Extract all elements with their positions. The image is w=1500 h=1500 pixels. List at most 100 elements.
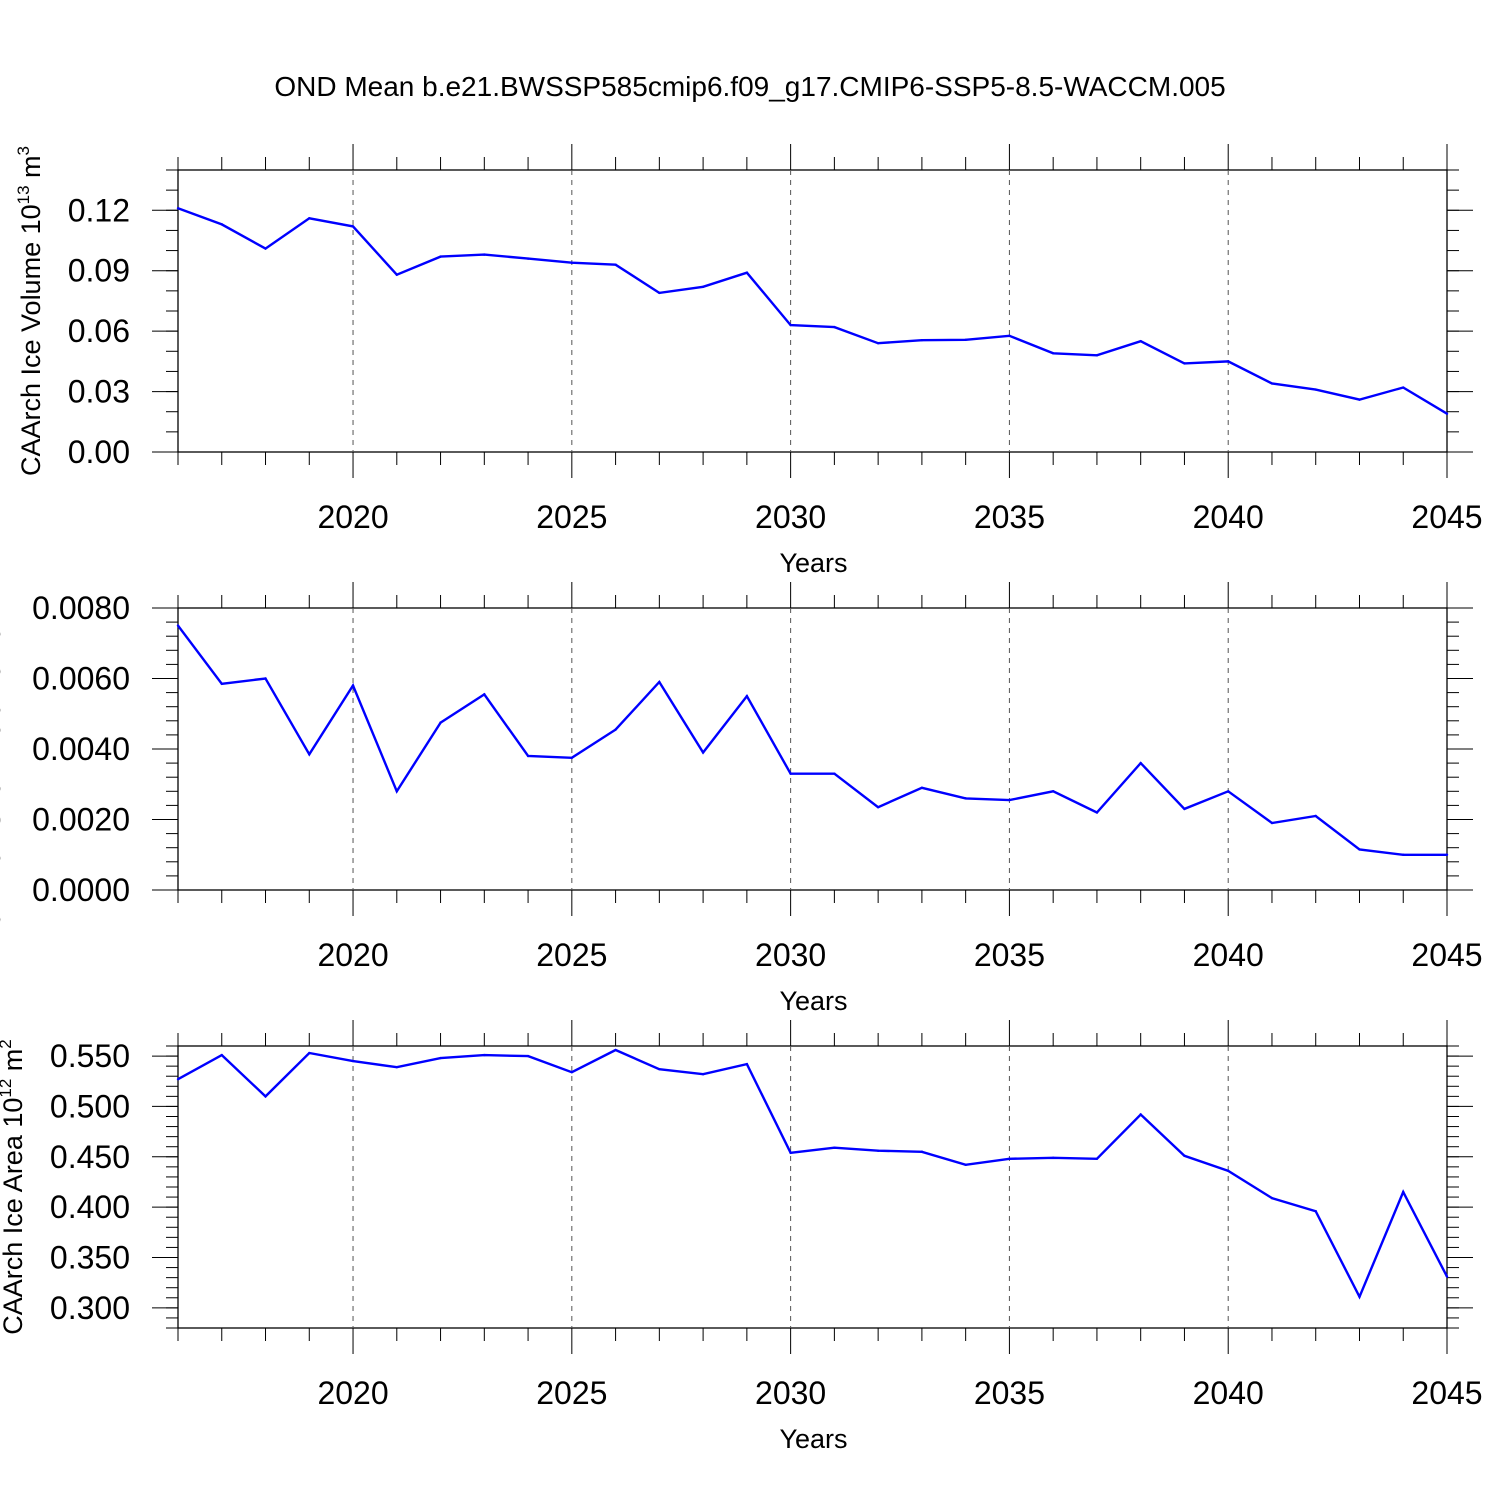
data-point <box>833 325 836 329</box>
data-point <box>789 1151 792 1154</box>
data-point <box>308 753 311 756</box>
data-point <box>1183 1154 1186 1157</box>
x-tick-label: 2045 <box>1411 499 1482 535</box>
data-point <box>526 754 530 758</box>
data-series-line <box>177 207 1448 415</box>
data-point <box>789 772 792 775</box>
data-point <box>1183 362 1186 365</box>
y-axis-label-exponent: 13 <box>14 185 33 204</box>
data-point <box>570 756 574 760</box>
x-tick-label: 2025 <box>536 499 607 535</box>
y-tick-label: 0.0040 <box>32 731 130 767</box>
data-point <box>1139 761 1142 765</box>
data-point <box>264 677 267 680</box>
x-axis-label: Years <box>779 548 847 578</box>
y-axis-label-text: CAArch Snow Volume 10 <box>0 627 6 930</box>
y-axis-label: CAArch Snow Volume 1013 m3 <box>0 568 6 930</box>
data-point <box>1270 1196 1274 1200</box>
y-tick-label: 0.400 <box>50 1189 130 1225</box>
data-point <box>1270 821 1274 825</box>
data-point <box>1227 1169 1230 1173</box>
data-point <box>1445 1275 1449 1278</box>
x-tick-label: 2030 <box>755 499 826 535</box>
data-point <box>614 1048 617 1052</box>
data-series-line <box>177 1048 1449 1300</box>
y-axis-label-unit: m <box>0 1049 28 1079</box>
y-tick-label: 0.450 <box>50 1139 130 1175</box>
data-point <box>1445 412 1449 415</box>
data-point <box>570 1070 574 1074</box>
data-point <box>1445 853 1449 856</box>
data-point <box>1227 360 1230 363</box>
data-point <box>789 323 792 327</box>
data-point <box>1008 798 1011 802</box>
data-point <box>1139 1113 1142 1116</box>
x-tick-label: 2045 <box>1411 1375 1482 1411</box>
data-point <box>176 1078 180 1081</box>
y-tick-label: 0.12 <box>68 192 130 228</box>
plot-frame <box>177 607 1448 891</box>
data-point <box>308 1051 311 1055</box>
data-point <box>1270 382 1274 385</box>
data-point <box>1095 1157 1099 1161</box>
y-tick-label: 0.0000 <box>32 872 130 908</box>
x-tick-label: 2020 <box>317 937 388 973</box>
data-point <box>439 721 442 724</box>
y-axis-label-text: CAArch Ice Area 10 <box>0 1098 28 1335</box>
data-point <box>1358 848 1361 851</box>
data-point <box>1051 790 1055 793</box>
x-axis-label: Years <box>779 1424 847 1454</box>
data-point <box>220 682 223 685</box>
data-point <box>264 1095 267 1098</box>
data-point <box>876 805 880 809</box>
data-point <box>833 772 836 775</box>
data-point <box>1314 1209 1317 1213</box>
chart-panel-1: 2020 2025 2030 2035 2040 2045 Years 0.00 0.03 0.0… <box>14 144 1483 578</box>
y-tick-label: 0.06 <box>68 313 130 349</box>
chart-panel-3: 2020 2025 2030 2035 2040 2045 Years 0.300 0.350 0… <box>0 1020 1483 1454</box>
data-point <box>1314 814 1317 818</box>
x-tick-label: 2030 <box>755 1375 826 1411</box>
data-point <box>351 1059 355 1063</box>
x-axis-label: Years <box>779 986 847 1016</box>
data-point <box>176 207 180 210</box>
data-point <box>1183 807 1186 811</box>
data-point <box>483 693 486 696</box>
data-point <box>920 1150 924 1153</box>
data-point <box>614 728 617 731</box>
data-point <box>1402 386 1405 389</box>
x-tick-label: 2045 <box>1411 937 1482 973</box>
data-point <box>351 684 355 687</box>
data-point <box>570 261 574 264</box>
x-tick-label: 2040 <box>1193 937 1264 973</box>
data-point <box>964 338 967 342</box>
y-tick-label: 0.500 <box>50 1088 130 1124</box>
data-point <box>833 1146 836 1149</box>
data-point <box>1095 811 1099 814</box>
data-point <box>220 223 223 226</box>
data-point <box>395 790 398 793</box>
data-point <box>701 1073 705 1076</box>
data-point <box>395 273 398 276</box>
x-tick-label: 2040 <box>1193 499 1264 535</box>
x-tick-label: 2035 <box>974 937 1045 973</box>
data-point <box>439 1056 442 1060</box>
data-point <box>526 257 530 260</box>
x-tick-label: 2035 <box>974 499 1045 535</box>
x-tick-label: 2025 <box>536 937 607 973</box>
data-point <box>351 225 355 228</box>
data-point <box>1314 388 1317 391</box>
data-point <box>745 694 749 698</box>
data-point <box>1008 1157 1011 1161</box>
data-point <box>658 291 661 295</box>
data-point <box>1227 790 1230 793</box>
x-tick-label: 2035 <box>974 1375 1045 1411</box>
y-tick-label: 0.03 <box>68 374 130 410</box>
x-tick-label: 2020 <box>317 1375 388 1411</box>
data-point <box>439 255 442 258</box>
x-tick-label: 2020 <box>317 499 388 535</box>
y-tick-label: 0.0060 <box>32 661 130 697</box>
y-axis-label-unit: m <box>0 578 6 608</box>
data-point <box>745 1062 749 1066</box>
data-point <box>1139 340 1142 343</box>
